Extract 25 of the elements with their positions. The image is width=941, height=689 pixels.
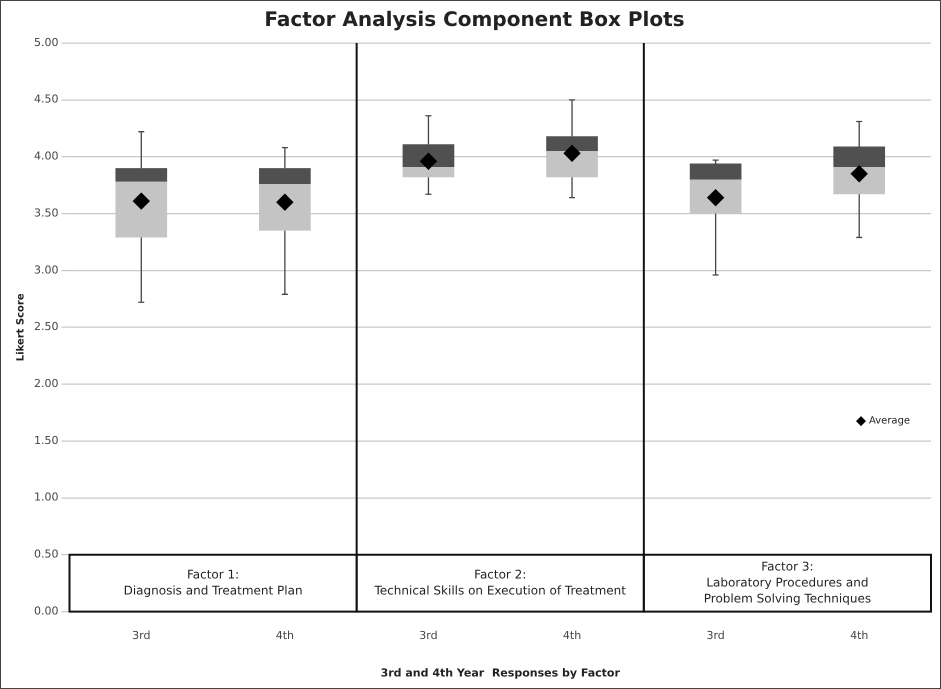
x-tick-label: 3rd [132,629,150,642]
y-tick-label: 5.00 [34,36,58,49]
x-tick-label: 4th [850,629,868,642]
x-tick-label: 4th [276,629,294,642]
y-tick-label: 1.50 [34,434,58,447]
legend-label: Average [869,416,910,427]
y-tick-label: 0.50 [34,548,58,561]
y-tick-label: 3.00 [34,263,58,276]
y-tick-label: 0.00 [34,604,58,618]
x-tick-label: 4th [562,629,582,642]
y-tick-label: 4.00 [34,150,58,163]
annotation: Factor 1: Diagnosis and Treatment Plan [124,567,303,598]
y-tick-label: 2.50 [34,320,58,334]
annotation: Factor 2: Technical Skills on Execution of Treatment [374,567,626,598]
y-axis-title: Likert Score [16,293,27,362]
y-tick-label: 3.50 [34,206,58,220]
x-axis-title: 3rd and 4th Year Responses by Factor [380,666,620,680]
y-tick-label: 1.00 [34,490,58,504]
y-tick-label: 2.00 [34,377,58,390]
x-tick-label: 3rd [419,629,438,642]
x-tick-label: 3rd [706,629,725,642]
annotation: Factor 3: Laboratory Procedures and Problem Solving Techniques [704,559,872,606]
point [564,144,581,162]
chart-title: Factor Analysis Component Box Plots [264,7,685,32]
y-tick-label: 4.50 [34,92,58,106]
